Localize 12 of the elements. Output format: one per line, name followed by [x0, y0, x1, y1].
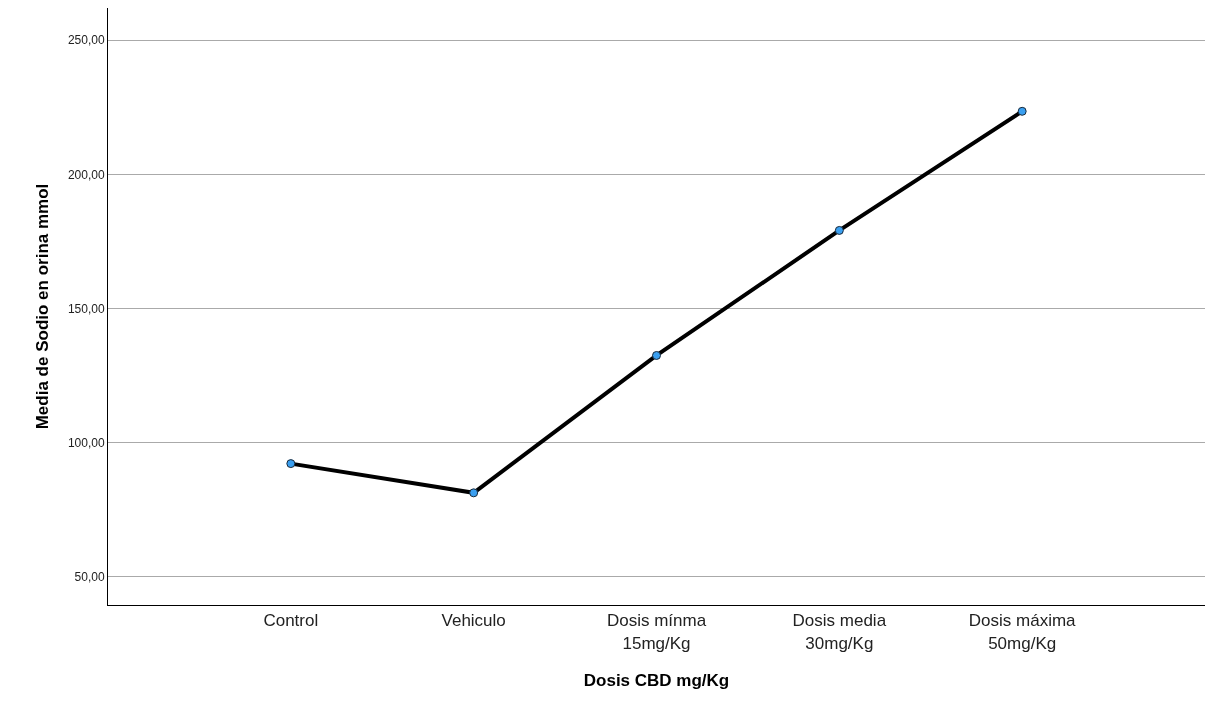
y-tick-label: 150,00	[67, 301, 105, 316]
x-tick-label: Dosis máxima 50mg/Kg	[968, 611, 1077, 653]
y-axis-title: Media de Sodio en orina mmol	[33, 183, 53, 430]
x-tick-label: Dosis media 30mg/Kg	[792, 611, 887, 653]
y-tick-label: 250,00	[67, 33, 105, 48]
x-tick-label: Dosis mínma 15mg/Kg	[606, 611, 707, 653]
x-axis-title: Dosis CBD mg/Kg	[583, 670, 730, 690]
x-tick-label: Vehiculo	[441, 611, 506, 631]
y-tick-label: 50,00	[74, 570, 105, 585]
y-tick-label: 100,00	[67, 435, 105, 450]
x-tick-label: Control	[263, 611, 319, 631]
y-tick-label: 200,00	[67, 167, 105, 182]
